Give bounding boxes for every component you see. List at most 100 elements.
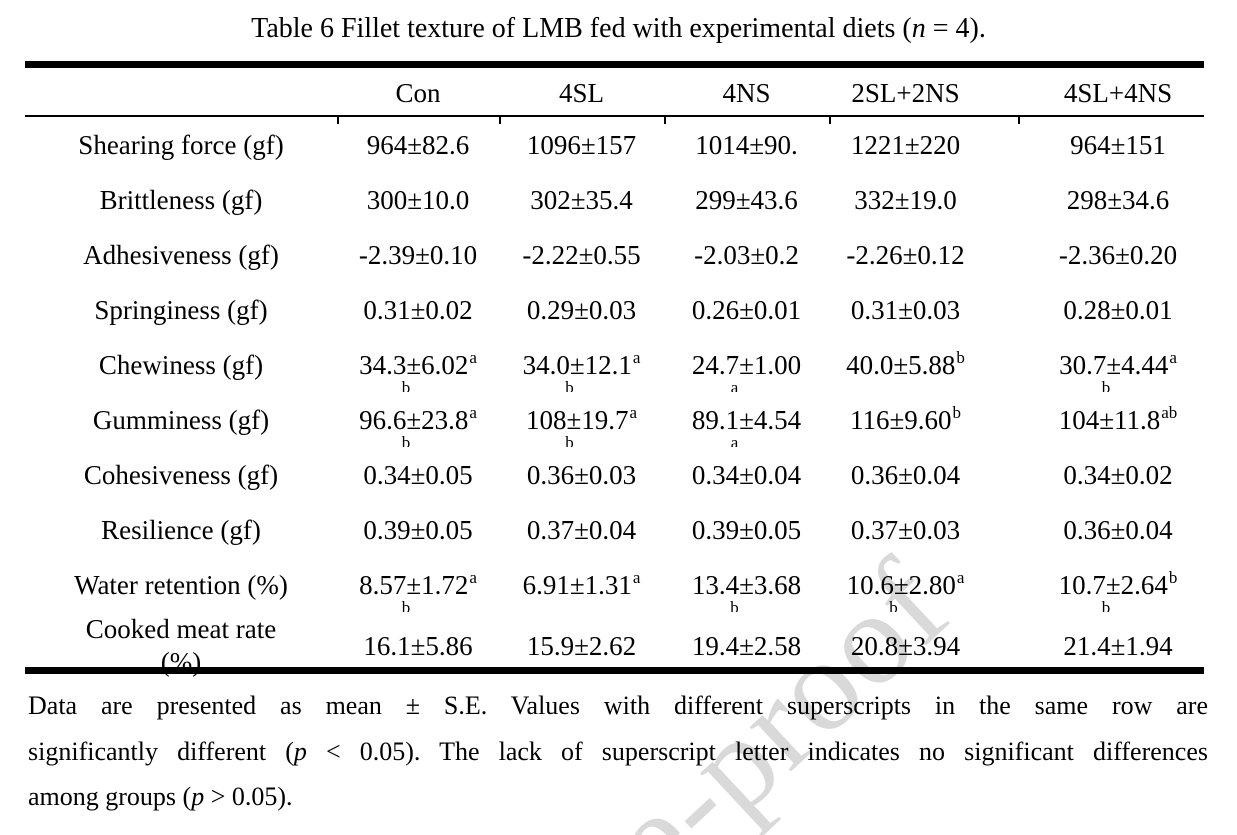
wrapped-superscript-letter: a	[730, 379, 739, 392]
footnote-line3-text: among groups (	[28, 782, 192, 811]
value-cell: 0.34±0.05	[363, 460, 473, 490]
wrapped-superscript-letter: b	[889, 599, 898, 612]
column-tick	[664, 116, 666, 124]
value-cell: 964±82.6	[366, 130, 470, 160]
value-cell: 13.4±3.68 b	[664, 558, 829, 613]
wrapped-superscript-letter: b	[401, 599, 411, 612]
value-cell: 0.39±0.05	[691, 515, 802, 545]
footnote-line3-tail: > 0.05).	[204, 782, 293, 811]
footnote-line2-text: significantly different (	[28, 737, 294, 766]
footnote-p-italic: p	[191, 782, 205, 811]
column-tick	[829, 116, 831, 124]
wrapped-superscript-letter: b	[401, 434, 411, 447]
table-rule-top	[25, 61, 1204, 68]
superscript-letter: a	[469, 348, 477, 367]
wrapped-superscript-letter: a	[730, 434, 739, 447]
header-cell-4sl4ns: 4SL+4NS	[1063, 78, 1173, 108]
value-cell: 299±43.6	[695, 185, 798, 215]
value-cell: 96.6±23.8a b	[337, 393, 499, 448]
table-row: Chewiness (gf) 34.3±6.02a b 34.0±12.1a b 24.7…	[25, 338, 1204, 393]
footnote-p-italic: p	[293, 737, 307, 766]
table-title-text: Table 6 Fillet texture of LMB fed with e…	[251, 13, 912, 44]
superscript-letter: b	[1168, 568, 1178, 587]
value-cell: 0.39±0.05	[363, 515, 473, 545]
superscript-letter: a	[956, 568, 965, 587]
wrapped-superscript-letter: b	[565, 434, 574, 447]
row-label-unit-clipped: (%)	[160, 647, 202, 677]
wrapped-superscript-letter: b	[1101, 379, 1111, 392]
superscript-letter: a	[469, 403, 477, 422]
row-label: Shearing force (gf)	[78, 130, 284, 160]
header-cell-4sl: 4SL	[558, 78, 604, 108]
value-cell: 8.57±1.72a b	[337, 558, 499, 613]
value-cell: 0.36±0.04	[1063, 515, 1173, 545]
footnote-line2-tail: < 0.05). The lack of superscript letter …	[306, 737, 1208, 766]
value-cell: 34.0±12.1a b	[499, 338, 664, 393]
value-cell: 6.91±1.31a	[522, 568, 641, 600]
value-cell: 40.0±5.88b	[846, 348, 965, 380]
row-label: Gumminess (gf)	[92, 405, 270, 435]
value-cell: -2.22±0.55	[522, 240, 641, 270]
value-cell: 15.9±2.62	[526, 630, 637, 661]
table-title: Table 6 Fillet texture of LMB fed with e…	[0, 13, 1237, 45]
superscript-letter: b	[952, 403, 962, 422]
value-cell: 10.7±2.64b b	[1025, 558, 1211, 613]
value-cell: 0.37±0.04	[526, 515, 637, 545]
table-row: Shearing force (gf) 964±82.6 1096±157 1014±…	[25, 118, 1204, 173]
value-cell: 0.36±0.04	[850, 460, 961, 490]
wrapped-superscript-letter: b	[730, 599, 739, 612]
value-cell: 20.8±3.94	[850, 630, 961, 661]
value-cell: 1221±220	[850, 130, 961, 160]
value-cell: 0.31±0.03	[850, 295, 961, 325]
table-row: Resilience (gf) 0.39±0.05 0.37±0.04 0.39±0.…	[25, 503, 1204, 558]
value-cell: 0.34±0.04	[691, 460, 802, 490]
value-cell: 108±19.7a b	[499, 393, 664, 448]
superscript-letter: a	[632, 568, 641, 587]
value-cell: 298±34.6	[1066, 185, 1170, 215]
row-label: Adhesiveness (gf)	[83, 240, 279, 270]
value-cell: 300±10.0	[366, 185, 470, 215]
value-cell: 0.36±0.03	[526, 460, 637, 490]
wrapped-superscript-letter: b	[401, 379, 411, 392]
superscript-letter: ab	[1161, 403, 1178, 422]
value-cell: -2.26±0.12	[846, 240, 965, 270]
header-cell-empty	[25, 72, 337, 115]
row-label: Chewiness (gf)	[98, 350, 264, 380]
value-cell: 30.7±4.44a b	[1025, 338, 1211, 393]
value-cell: 0.31±0.02	[363, 295, 473, 325]
value-cell: 0.26±0.01	[691, 295, 802, 325]
wrapped-superscript-letter: b	[1101, 599, 1111, 612]
header-cell-4ns: 4NS	[722, 78, 771, 108]
table-row: Water retention (%) 8.57±1.72a b 6.91±1.31a…	[25, 558, 1204, 613]
wrapped-superscript-letter: b	[565, 379, 574, 392]
table-rule-bottom	[25, 667, 1204, 674]
value-cell: -2.03±0.2	[694, 240, 799, 270]
value-cell: 19.4±2.58	[691, 630, 802, 661]
table-footnote-line-1: Data are presented as mean ± S.E. Values…	[28, 691, 1208, 720]
value-cell: -2.39±0.10	[358, 240, 478, 270]
row-label: Resilience (gf)	[101, 515, 261, 545]
value-cell: 964±151	[1070, 130, 1166, 160]
value-cell: 332±19.0	[854, 185, 957, 215]
superscript-letter: a	[632, 348, 641, 367]
value-cell: 0.29±0.03	[526, 295, 637, 325]
superscript-letter: a	[469, 568, 477, 587]
value-cell: 34.3±6.02a b	[337, 338, 499, 393]
table-title-tail: = 4).	[925, 13, 986, 44]
value-cell: 1096±157	[526, 130, 637, 160]
value-cell: 302±35.4	[530, 185, 633, 215]
row-label: Water retention (%)	[74, 570, 288, 600]
value-cell: 0.34±0.02	[1063, 460, 1173, 490]
value-cell: 89.1±4.54 a	[664, 393, 829, 448]
value-cell: 16.1±5.86	[363, 630, 473, 661]
table-row: Brittleness (gf) 300±10.0 302±35.4 299±43.6…	[25, 173, 1204, 228]
table-header-row: Con 4SL 4NS 2SL+2NS 4SL+4NS	[25, 72, 1204, 115]
table-rule-header-underline	[25, 115, 1204, 117]
superscript-letter: a	[629, 403, 638, 422]
table-row: Adhesiveness (gf) -2.39±0.10 -2.22±0.55 -2.…	[25, 228, 1204, 283]
column-tick	[1018, 116, 1020, 124]
table-title-n-italic: n	[911, 13, 926, 44]
value-cell: 21.4±1.94	[1063, 630, 1173, 661]
value-cell: 10.6±2.80a b	[811, 558, 1000, 613]
